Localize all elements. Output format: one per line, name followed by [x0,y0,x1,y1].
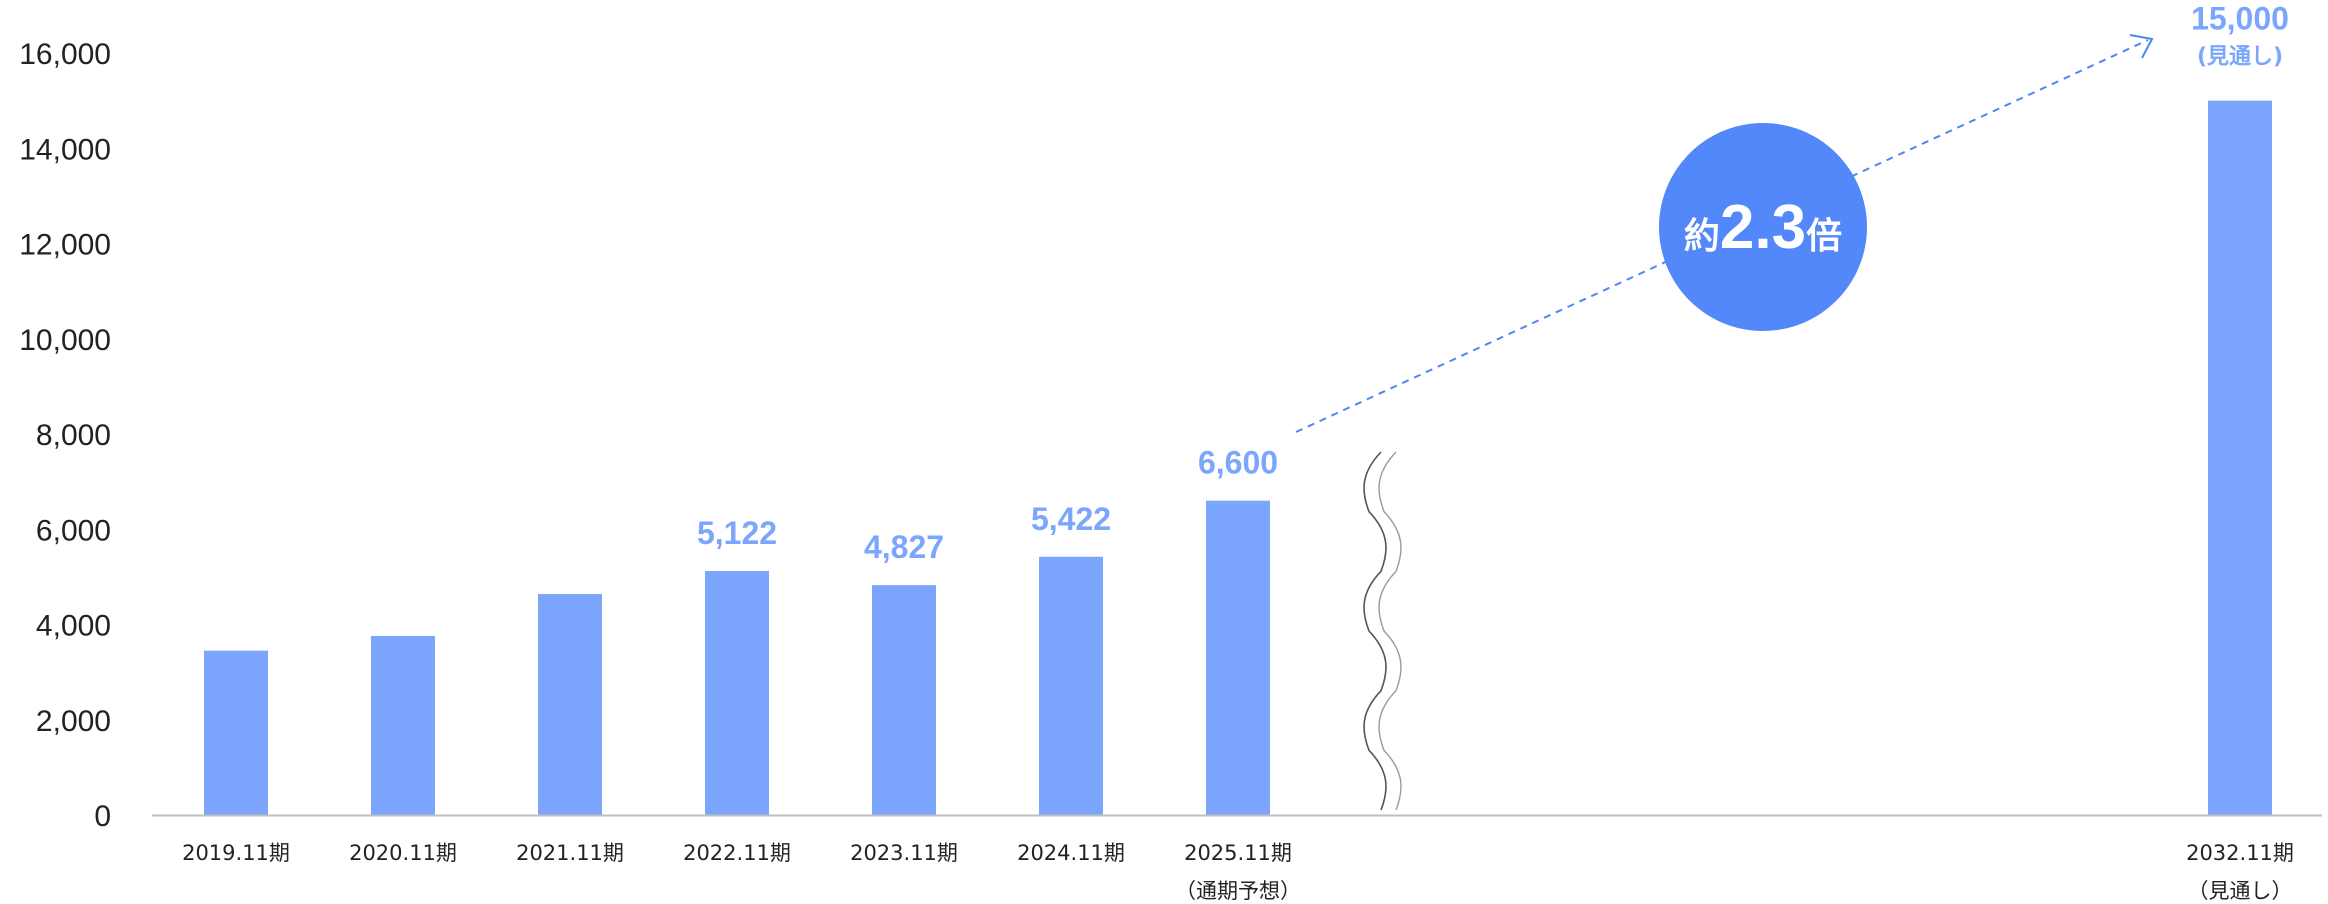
bar-7 [2208,100,2272,815]
x-tick-label: 2022.11期 [683,841,791,865]
y-tick-label: 12,000 [19,229,111,262]
x-axis: 2019.11期 2020.11期 2021.11期 2022.11期 2023.11期… [152,814,2322,903]
growth-annotation: 約2.3倍 [1295,34,2154,433]
data-label: 6,600 [1198,445,1278,481]
growth-arrow-head [2129,34,2154,59]
x-tick-label: 2019.11期 [182,841,290,865]
x-tick-label: 2021.11期 [516,841,624,865]
bar-1 [371,635,435,815]
x-tick-label: 2032.11期 [2186,841,2294,865]
growth-badge-value: 2.3 [1720,193,1806,262]
data-label: 5,422 [1031,501,1111,537]
y-axis: 0 2,000 4,000 6,000 8,000 10,000 12,000 14,000 1… [19,38,111,833]
y-tick-label: 8,000 [36,419,111,452]
bar-5 [1039,556,1103,815]
growth-badge-suffix: 倍 [1806,216,1842,257]
growth-badge-text: 約2.3倍 [1684,193,1842,262]
y-tick-label: 2,000 [36,705,111,738]
bars [204,100,2272,815]
bar-0 [204,650,268,815]
data-label: 5,122 [697,515,777,551]
bar-6 [1206,500,1270,815]
bar-2 [538,594,602,815]
data-label: 4,827 [864,529,944,565]
y-tick-label: 10,000 [19,324,111,357]
y-tick-label: 6,000 [36,514,111,547]
data-label: 15,000 [2191,1,2289,37]
x-tick-sublabel: （見通し） [2188,879,2293,903]
y-tick-label: 14,000 [19,133,111,166]
bar-3 [705,571,769,815]
axis-break-wave-left [1363,451,1387,811]
axis-break-wave-right [1378,451,1402,811]
y-tick-label: 16,000 [19,38,111,71]
data-labels: 5,122 4,827 5,422 6,600 15,000 (見通し) [697,1,2289,565]
growth-badge-prefix: 約 [1684,216,1720,257]
x-tick-sublabel: （通期予想） [1175,879,1301,903]
x-tick-label: 2024.11期 [1017,841,1125,865]
y-tick-label: 4,000 [36,610,111,643]
x-tick-label: 2023.11期 [850,841,958,865]
growth-badge [1659,123,1867,331]
axis-break [1363,451,1402,811]
y-tick-label: 0 [94,800,111,833]
x-tick-label: 2025.11期 [1184,841,1292,865]
x-tick-label: 2020.11期 [349,841,457,865]
bar-4 [872,585,936,815]
data-sublabel: (見通し) [2197,45,2283,70]
